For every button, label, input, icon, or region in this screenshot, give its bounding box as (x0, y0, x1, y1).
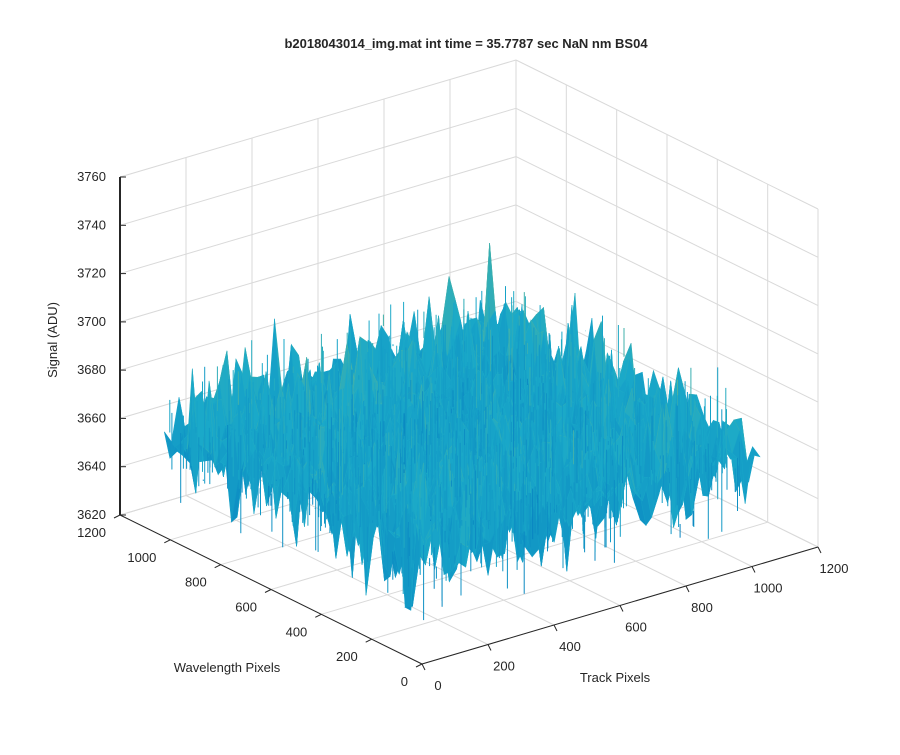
y-tick-mark (214, 564, 221, 569)
ticks-layer: 0 200 400 600 800 1000 1200 0 200 400 600 800 1000 12… (77, 169, 848, 693)
back-grid-line (119, 107, 517, 226)
x-tick-label: 600 (625, 620, 647, 635)
y-tick-label: 200 (336, 649, 358, 664)
z-tick-label: 3720 (77, 266, 106, 281)
y-tick-mark (415, 663, 423, 668)
x-axis-label: Track Pixels (580, 670, 651, 685)
z-tick-label: 3660 (77, 410, 106, 425)
x-tick-label: 400 (559, 639, 581, 654)
y-tick-mark (315, 613, 322, 618)
side-grid-line (515, 252, 819, 403)
y-tick-label: 400 (286, 624, 308, 639)
side-grid-line (515, 300, 819, 451)
y-tick-mark (113, 514, 121, 519)
side-grid-line (515, 59, 819, 210)
z-tick-label: 3680 (77, 362, 106, 377)
z-tick-label: 3640 (77, 459, 106, 474)
floor-grid-line (371, 521, 768, 640)
back-grid-line (119, 59, 517, 178)
x-tick-mark (487, 644, 492, 651)
surface-layer (164, 243, 761, 621)
y-tick-mark (164, 539, 171, 544)
side-grid-line (515, 107, 819, 258)
back-grid-line (119, 204, 517, 323)
chart-title: b2018043014_img.mat int time = 35.7787 s… (284, 36, 648, 51)
x-tick-label: 1000 (754, 581, 783, 596)
y-axis-label: Wavelength Pixels (174, 660, 281, 675)
y-tick-label: 800 (185, 575, 207, 590)
y-tick-label: 600 (235, 600, 257, 615)
side-grid-line (515, 156, 819, 307)
y-tick-label: 1200 (77, 525, 106, 540)
x-tick-mark (421, 663, 426, 671)
x-tick-mark (553, 624, 558, 632)
z-tick-label: 3740 (77, 217, 106, 232)
x-tick-label: 1200 (820, 561, 849, 576)
x-tick-mark (685, 585, 690, 593)
z-tick-label: 3760 (77, 169, 106, 184)
y-tick-mark (264, 589, 272, 593)
z-tick-label: 3620 (77, 507, 106, 522)
side-grid-line (515, 204, 819, 355)
x-tick-label: 200 (493, 659, 515, 674)
x-tick-label: 800 (691, 600, 713, 615)
x-tick-mark (751, 566, 756, 573)
x-tick-mark (619, 605, 624, 612)
z-axis-label: Signal (ADU) (45, 302, 60, 378)
z-tick-label: 3700 (77, 314, 106, 329)
y-tick-mark (365, 638, 372, 643)
y-tick-label: 1000 (127, 550, 156, 565)
x-tick-label: 0 (434, 678, 441, 693)
back-grid-line (119, 156, 517, 275)
x-tick-mark (817, 546, 822, 554)
y-tick-label: 0 (401, 674, 408, 689)
back-grid-line (119, 252, 517, 371)
